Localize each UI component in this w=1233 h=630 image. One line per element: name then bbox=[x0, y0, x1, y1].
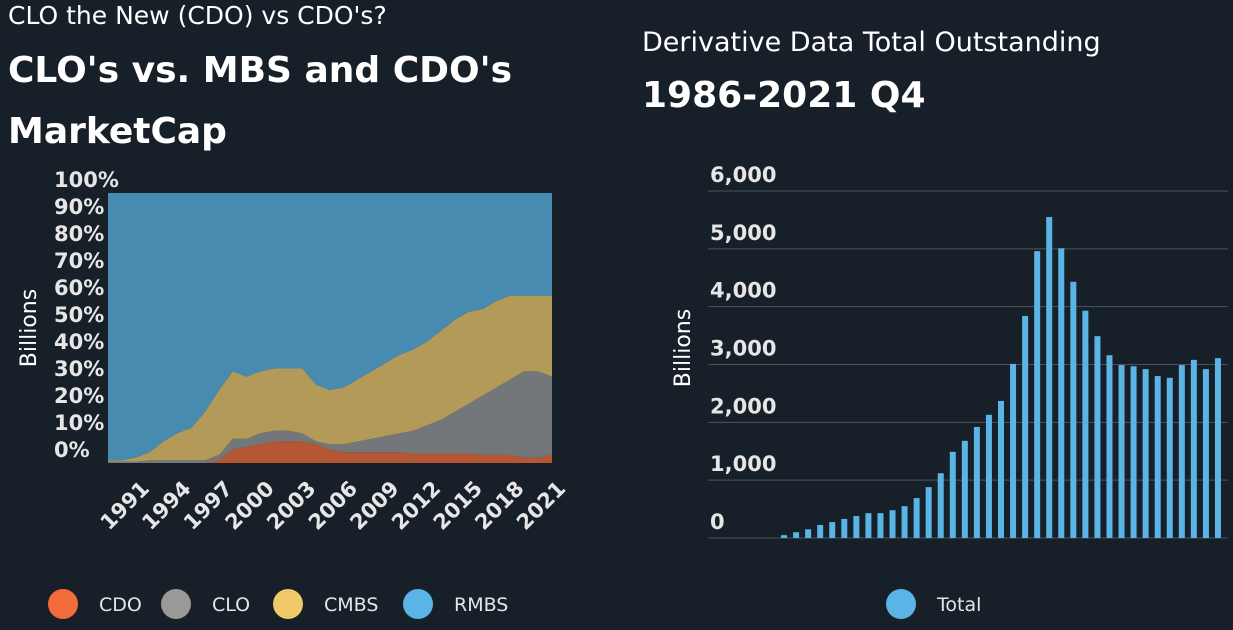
bar bbox=[1202, 369, 1209, 538]
bar bbox=[925, 487, 932, 538]
area bbox=[108, 193, 552, 461]
y-tick-label: 50% bbox=[54, 303, 104, 327]
bar bbox=[949, 451, 956, 538]
bar bbox=[998, 400, 1004, 538]
legend-label: CDO bbox=[99, 594, 142, 616]
y-tick-label: 4,000 bbox=[710, 279, 776, 303]
bar bbox=[1118, 365, 1125, 538]
bar bbox=[1166, 377, 1173, 538]
y-tick-label: 2,000 bbox=[710, 394, 776, 418]
left-subtitle: CLO the New (CDO) vs CDO's? bbox=[8, 1, 387, 30]
y-tick-label: 20% bbox=[54, 384, 104, 408]
bar bbox=[829, 522, 836, 538]
bar bbox=[1082, 310, 1089, 538]
y-tick-label: 70% bbox=[54, 249, 104, 273]
legend-marker bbox=[48, 589, 78, 619]
bar bbox=[1154, 376, 1161, 538]
bar bbox=[985, 414, 992, 538]
y-tick-label: 0% bbox=[54, 438, 90, 462]
left-title: MarketCap bbox=[8, 111, 227, 152]
bar bbox=[1130, 366, 1137, 538]
bar bbox=[793, 532, 800, 538]
bar bbox=[1178, 365, 1185, 538]
y-tick-label: 6,000 bbox=[710, 163, 776, 187]
bar bbox=[1094, 336, 1101, 538]
y-tick-label: 1,000 bbox=[710, 452, 776, 476]
legend-label: CMBS bbox=[324, 594, 378, 616]
bar bbox=[1010, 363, 1017, 538]
bar bbox=[1214, 358, 1221, 538]
right-subtitle: Derivative Data Total Outstanding bbox=[642, 27, 1101, 58]
right-title: 1986-2021 Q4 bbox=[642, 75, 926, 116]
y-tick-label: 30% bbox=[54, 357, 104, 381]
bar bbox=[1022, 315, 1029, 538]
y-tick-label: 80% bbox=[54, 222, 104, 246]
bar bbox=[913, 498, 920, 538]
legend-label: CLO bbox=[212, 594, 250, 616]
area bbox=[108, 371, 552, 463]
bar bbox=[901, 506, 908, 538]
y-tick-label: 3,000 bbox=[710, 337, 776, 361]
y-tick-label: 60% bbox=[54, 276, 104, 300]
bar bbox=[865, 513, 872, 538]
area bbox=[108, 441, 552, 463]
bar bbox=[781, 535, 788, 538]
legend-marker bbox=[886, 589, 916, 619]
bar bbox=[961, 440, 968, 538]
y-tick-label: 5,000 bbox=[710, 221, 776, 245]
bar bbox=[1046, 217, 1053, 538]
bar bbox=[1106, 355, 1113, 538]
left-title: CLO's vs. MBS and CDO's bbox=[8, 50, 512, 91]
legend-marker bbox=[403, 589, 433, 619]
y-tick-label: 10% bbox=[54, 411, 104, 435]
bar bbox=[877, 513, 884, 538]
bar bbox=[805, 529, 812, 538]
bar bbox=[889, 510, 896, 538]
legend-marker bbox=[273, 589, 303, 619]
bar bbox=[1142, 369, 1149, 538]
bar bbox=[817, 524, 824, 538]
bar bbox=[841, 518, 848, 538]
y-axis-label: Billions bbox=[17, 289, 42, 367]
legend-label: Total bbox=[936, 594, 981, 616]
y-tick-label: 0 bbox=[710, 510, 725, 534]
bar bbox=[1034, 251, 1041, 538]
legend-label: RMBS bbox=[454, 594, 508, 616]
y-tick-label: 40% bbox=[54, 330, 104, 354]
y-tick-label: 100% bbox=[54, 168, 119, 192]
y-tick-label: 90% bbox=[54, 195, 104, 219]
bar bbox=[937, 473, 944, 538]
bar bbox=[1190, 359, 1197, 538]
x-tick-label: 2021 bbox=[512, 476, 570, 534]
bar bbox=[1070, 281, 1077, 538]
legend-marker bbox=[161, 589, 191, 619]
bar bbox=[1058, 248, 1065, 538]
bar bbox=[973, 426, 980, 538]
bar bbox=[853, 516, 860, 538]
area bbox=[108, 295, 552, 462]
y-axis-label: Billions bbox=[671, 309, 696, 387]
